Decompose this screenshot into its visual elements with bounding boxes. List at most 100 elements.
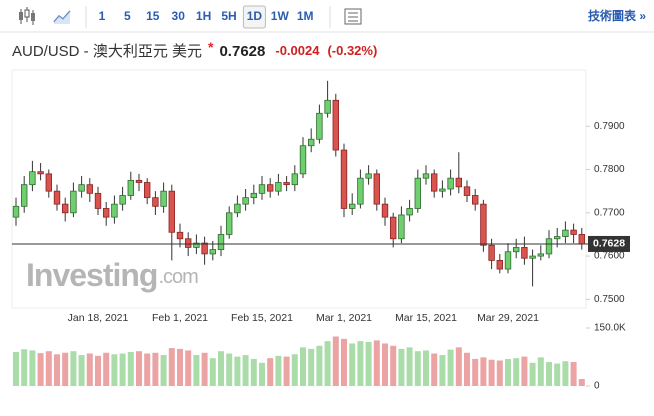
volume-bar <box>406 347 413 386</box>
interval-button[interactable]: 5H <box>221 9 236 23</box>
candle-body <box>554 236 561 240</box>
last-price-tag <box>588 235 630 252</box>
volume-bar <box>291 354 298 386</box>
volume-bar <box>480 357 487 386</box>
volume-bar <box>537 357 544 386</box>
selected-interval <box>242 5 266 29</box>
candle-body <box>283 182 290 186</box>
candle-body <box>357 177 364 205</box>
y-tick-label: 0.7800 <box>594 164 625 175</box>
candle-body <box>398 214 405 240</box>
candle-body <box>12 205 20 218</box>
volume-bar <box>316 345 323 386</box>
candle-body <box>496 259 503 270</box>
volume-bar <box>373 340 380 386</box>
line-icon[interactable] <box>53 10 71 24</box>
y-tick-label: 0.7600 <box>594 251 625 262</box>
settings-icon[interactable] <box>344 8 362 25</box>
x-tick-label: Feb 15, 2021 <box>231 312 293 324</box>
candle-body <box>381 203 389 218</box>
candle-body <box>340 149 348 209</box>
volume-bar <box>570 362 577 386</box>
candle-body <box>455 177 462 188</box>
candle-body <box>29 171 36 186</box>
candle-body <box>406 208 413 216</box>
x-tick-label: Feb 1, 2021 <box>152 312 208 324</box>
candle-body <box>103 208 110 218</box>
volume-bar <box>54 354 60 386</box>
candle-body <box>521 247 528 259</box>
volume-bar <box>529 362 536 386</box>
volume-bar <box>505 358 511 386</box>
candle-body <box>242 197 249 205</box>
candle-body <box>422 173 430 179</box>
watermark-domain: .com <box>158 266 198 288</box>
interval-button[interactable]: 15 <box>146 9 160 23</box>
volume-bar <box>464 352 470 386</box>
watermark: Investing.com <box>26 257 198 293</box>
volume-bar <box>242 355 249 386</box>
candle-body <box>291 173 298 186</box>
volume-bar <box>513 358 520 386</box>
volume-bar <box>185 350 192 386</box>
candle-body <box>201 242 208 255</box>
interval-button[interactable]: 1D <box>247 9 263 23</box>
candle-body <box>504 251 512 270</box>
volume-bar <box>357 341 364 386</box>
candle-body <box>488 244 495 261</box>
candle-icon[interactable] <box>19 7 35 25</box>
volume-bar <box>119 353 126 386</box>
volume-bar <box>45 351 52 386</box>
candle-body <box>250 192 257 199</box>
candle-body <box>184 238 192 248</box>
candle-body <box>430 173 438 192</box>
candle-body <box>135 179 143 183</box>
candle-body <box>562 229 569 237</box>
y-tick-label: 0.7700 <box>594 207 625 218</box>
candle-body <box>307 138 315 147</box>
candle-body <box>70 190 77 214</box>
volume-bar <box>70 351 77 386</box>
candle-body <box>570 229 577 235</box>
candle-body <box>119 195 126 205</box>
volume-bar <box>488 359 495 386</box>
volume-bar <box>275 355 282 386</box>
chart-title: AUD/USD - 澳大利亞元 美元 <box>12 43 202 60</box>
candle-body <box>168 190 175 233</box>
volume-bar <box>324 341 331 386</box>
candle-body <box>193 242 200 248</box>
volume-bar <box>29 350 36 386</box>
interval-button[interactable]: 1W <box>271 9 290 23</box>
volume-bar <box>177 348 183 386</box>
volume-bar <box>201 352 208 386</box>
interval-button[interactable]: 1H <box>196 9 211 23</box>
candle-body <box>299 145 307 175</box>
interval-button[interactable]: 1M <box>297 9 314 23</box>
candle-body <box>513 247 520 253</box>
volume-bar <box>144 353 151 386</box>
change: -0.0024 <box>275 43 320 58</box>
candle-body <box>152 197 159 207</box>
volume-bar <box>455 347 462 386</box>
volume-bar <box>103 352 110 386</box>
candle-body <box>127 179 134 196</box>
volume-bar <box>234 356 241 386</box>
interval-button[interactable]: 30 <box>172 9 186 23</box>
candle-body <box>20 184 28 207</box>
interval-button[interactable]: 1 <box>99 9 106 23</box>
volume-bar <box>86 353 93 386</box>
volume-bar <box>439 355 446 386</box>
technical-chart-link[interactable]: 技術圖表 » <box>588 8 646 23</box>
candle-body <box>160 190 167 207</box>
candle-body <box>209 249 216 255</box>
candle-body <box>537 253 544 257</box>
x-tick-label: Mar 29, 2021 <box>477 312 539 324</box>
candle-body <box>86 184 93 194</box>
volume-bar <box>218 351 224 386</box>
volume-bar <box>390 345 397 386</box>
candle-body <box>348 203 356 209</box>
interval-button[interactable]: 5 <box>124 9 131 23</box>
volume-bar <box>332 336 339 386</box>
volume-bar <box>160 355 167 386</box>
